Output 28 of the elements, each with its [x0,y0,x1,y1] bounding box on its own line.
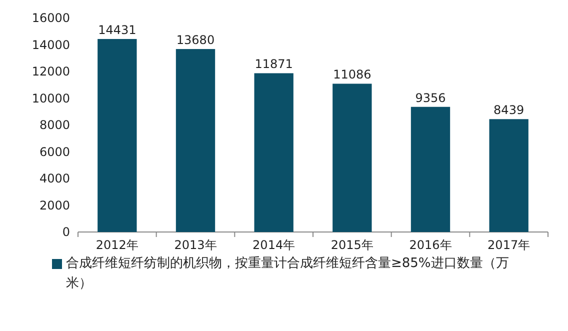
bar [332,84,372,232]
data-label: 14431 [98,22,136,37]
y-tick-label: 6000 [39,144,70,159]
y-tick-label: 12000 [32,64,70,78]
y-tick-label: 16000 [32,11,70,25]
legend-label: 合成纤维短纤纺制的机织物，按重量计合成纤维短纤含量≥85%进口数量（万米） [66,255,510,293]
bar [254,73,294,232]
x-tick-label: 2014年 [252,237,296,253]
y-tick-label: 2000 [39,198,70,212]
data-label: 13680 [176,33,215,48]
y-tick-label: 4000 [39,172,70,186]
x-tick-label: 2017年 [486,237,532,253]
data-label: 11086 [333,68,372,82]
x-tick-label: 2015年 [330,237,374,253]
y-tick-label: 10000 [32,91,70,106]
y-tick-label: 14000 [32,38,70,52]
data-label: 8439 [494,103,524,118]
bar [176,49,216,232]
bar [98,38,137,232]
y-tick-label: 0 [62,225,70,239]
x-tick-label: 2012年 [94,237,140,253]
x-tick-label: 2013年 [173,237,218,253]
bar [489,119,528,232]
y-tick-label: 8000 [39,118,70,132]
data-label: 11871 [254,57,293,72]
data-label: 9356 [415,90,446,105]
bar [410,106,450,232]
x-tick-label: 2016年 [408,237,453,253]
